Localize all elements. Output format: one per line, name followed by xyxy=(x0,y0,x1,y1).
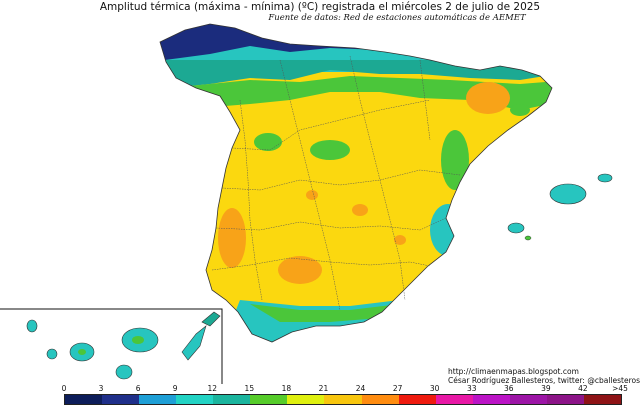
legend-tick-label: 30 xyxy=(429,384,440,393)
legend-swatch xyxy=(435,395,473,404)
legend-tick-label: 24 xyxy=(355,384,366,393)
legend-swatch xyxy=(361,395,399,404)
legend-swatch xyxy=(176,395,214,404)
legend-tick-label: 36 xyxy=(504,384,514,393)
legend-swatch xyxy=(213,395,251,404)
legend-swatch xyxy=(65,395,103,404)
spain-mainland xyxy=(160,24,552,342)
legend-swatch xyxy=(287,395,325,404)
legend-swatch xyxy=(398,395,436,404)
legend-tick-label: >45 xyxy=(612,384,628,393)
legend-tick-label: 42 xyxy=(578,384,588,393)
legend-swatch xyxy=(250,395,288,404)
map-title: Amplitud térmica (máxima - mínima) (ºC) … xyxy=(99,1,541,13)
legend-swatch xyxy=(324,395,362,404)
legend-swatch xyxy=(139,395,177,404)
legend-tick-label: 0 xyxy=(61,384,67,393)
legend-tick-label: 9 xyxy=(172,384,178,393)
legend-swatch xyxy=(583,395,621,404)
legend-tick-label: 15 xyxy=(244,384,255,393)
balearic-islands xyxy=(507,173,613,241)
legend-tick-label: 21 xyxy=(318,384,329,393)
color-legend: 0 3 6 9 12 15 18 21 24 27 30 33 36 39 42 >45 xyxy=(61,384,628,406)
legend-swatch xyxy=(472,395,510,404)
legend-tick-label: 12 xyxy=(207,384,218,393)
legend-tick-label: 27 xyxy=(392,384,403,393)
map-subtitle: Fuente de datos: Red de estaciones autom… xyxy=(268,13,526,23)
legend-swatch xyxy=(546,395,584,404)
legend-color-bar xyxy=(64,394,622,405)
legend-tick-label: 33 xyxy=(466,384,477,393)
legend-swatch xyxy=(102,395,140,404)
legend-tick-label: 18 xyxy=(281,384,292,393)
legend-tick-label: 6 xyxy=(135,384,141,393)
legend-tick-label: 39 xyxy=(541,384,551,393)
legend-tick-label: 3 xyxy=(98,384,104,393)
canary-islands-inset xyxy=(0,308,223,384)
legend-swatch xyxy=(509,395,547,404)
credit-author: César Rodríguez Ballesteros, twitter: @c… xyxy=(448,376,640,385)
credit-url: http://climaenmapas.blogspot.com xyxy=(448,367,579,376)
province-borders xyxy=(211,55,461,311)
